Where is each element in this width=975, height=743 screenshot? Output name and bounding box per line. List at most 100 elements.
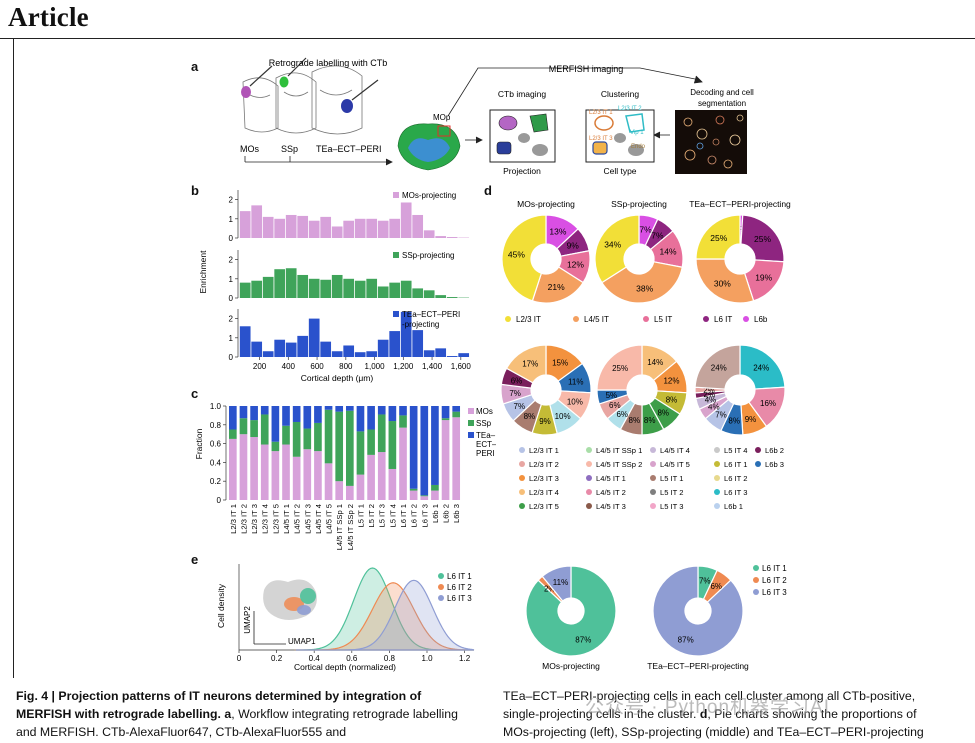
region-label-ssp: SSp xyxy=(281,144,298,154)
c-bar-segment xyxy=(431,490,439,500)
panel-label-b: b xyxy=(191,183,199,198)
panel-b-plots: 0 1 2 MOs-projecting 0 1 2 SSp-projecting 0 1 2 TEa… xyxy=(229,190,471,371)
pie-label: 2% xyxy=(544,584,556,593)
c-bar-segment xyxy=(399,415,407,428)
d-bottom-legend-label: L4/5 IT SSp 2 xyxy=(596,460,642,469)
caption-right-line2b: , Pie charts showing the proportions of xyxy=(707,707,917,721)
b-bar xyxy=(297,274,309,298)
pie-slice xyxy=(695,258,755,304)
d-bottom-legend-dot xyxy=(714,447,720,453)
decoding-label: Decoding and cell xyxy=(690,88,754,97)
d-pie-title: MOs-projecting xyxy=(517,199,575,209)
d-bottom-legend-dot xyxy=(755,461,761,467)
watermark: 公众号 · Python机器学习AI xyxy=(585,697,830,718)
c-bar-segment xyxy=(324,406,333,410)
clustering-label: Clustering xyxy=(601,89,640,99)
b-ytick-label: 1 xyxy=(229,215,234,224)
d-bottom-legend-label: L2/3 IT 5 xyxy=(529,502,559,511)
d-bottom-legend-label: L6 IT 2 xyxy=(724,474,748,483)
c-bar-segment xyxy=(399,406,407,416)
mos-injection-site xyxy=(241,86,251,98)
pie-label: 14% xyxy=(647,358,663,367)
b-bar xyxy=(320,341,332,357)
c-bar-segment xyxy=(409,488,418,491)
panel-c-ylabel: Fraction xyxy=(196,428,204,459)
ssp-injection-site xyxy=(279,76,289,88)
mop-label: MOp xyxy=(433,113,451,122)
pie-label: 8% xyxy=(728,416,740,425)
d-bottom-legend-label: L6 IT 1 xyxy=(724,460,748,469)
d-legend-label: L4/5 IT xyxy=(584,315,609,324)
c-xtick-label: L6b 3 xyxy=(452,504,461,523)
d-bottom-legend-label: L5 IT 2 xyxy=(660,488,684,497)
b-bar xyxy=(412,330,424,357)
b-xtick-label: 1,000 xyxy=(365,362,386,371)
pie-slice xyxy=(596,344,643,391)
c-bar-segment xyxy=(271,406,280,442)
pie-label: 8% xyxy=(629,416,641,425)
e-xtick-label: 0 xyxy=(237,654,242,663)
c-xtick-label: L6b 2 xyxy=(442,504,451,523)
e-xtick-label: 1.0 xyxy=(421,654,433,663)
b-ytick-label: 0 xyxy=(229,234,234,243)
cell-type-label: Cell type xyxy=(603,166,636,176)
c-bar-segment xyxy=(399,427,407,500)
e2-legend-label: L6 IT 3 xyxy=(762,588,787,597)
d-bottom-legend-label: L5 IT 4 xyxy=(724,446,748,455)
cluster-tag-3: L2/3 IT 3 xyxy=(589,136,613,142)
c-bar-segment xyxy=(314,422,322,452)
pie-label: 6% xyxy=(616,410,628,419)
b-bar xyxy=(423,350,435,357)
c-bar-segment xyxy=(282,444,290,500)
b-ytick-label: 1 xyxy=(229,275,234,284)
e-legend-label: L6 IT 1 xyxy=(447,572,472,581)
b-bar xyxy=(354,352,366,357)
pie-slice xyxy=(541,565,572,602)
c-xtick-label: L4/5 IT 3 xyxy=(303,504,312,534)
ctb-imaging-label: CTb imaging xyxy=(498,89,546,99)
d-bottom-legend-label: L2/3 IT 4 xyxy=(529,488,559,497)
c-xtick-label: L5 IT 3 xyxy=(378,504,387,528)
b-bar xyxy=(389,218,401,238)
header-rule xyxy=(0,38,975,39)
panel-e-pie-legend: L6 IT 1 L6 IT 2 L6 IT 3 xyxy=(753,564,787,597)
c-xtick-label: L4/5 IT SSp 1 xyxy=(335,504,344,550)
b-bar xyxy=(400,280,412,298)
segmentation-image xyxy=(675,110,747,174)
d-legend-dot xyxy=(505,316,511,322)
d-bottom-legend-label: L6 IT 3 xyxy=(724,488,748,497)
pie-label: 7% xyxy=(699,577,711,586)
c-xtick-label: L5 IT 1 xyxy=(356,504,365,528)
c-ytick-label: 0.6 xyxy=(210,440,222,449)
d-bottom-legend-label: L6b 3 xyxy=(765,460,784,469)
b-bar xyxy=(274,269,286,298)
pie-label: 6% xyxy=(710,582,722,591)
b-bar xyxy=(435,295,447,298)
caption-left: Fig. 4 | Projection patterns of IT neuro… xyxy=(16,687,476,741)
c-bar-segment xyxy=(250,437,258,500)
d-bottom-legend-dot xyxy=(714,475,720,481)
c-bar-segment xyxy=(420,406,429,496)
brain-section-3 xyxy=(311,65,363,135)
c-bar-segment xyxy=(229,406,237,430)
b-xtick-label: 1,200 xyxy=(393,362,414,371)
b-legend-swatch xyxy=(393,311,399,317)
c-bar-segment xyxy=(367,454,375,500)
b-xtick-label: 200 xyxy=(253,362,267,371)
c-bar-segment xyxy=(239,434,248,500)
c-bar-segment xyxy=(335,411,344,482)
pie-slice xyxy=(740,214,785,263)
d-bottom-legend-dot xyxy=(519,475,525,481)
b-bar xyxy=(251,205,263,238)
d-bottom-legend-dot xyxy=(755,447,761,453)
e-legend-label: L6 IT 2 xyxy=(447,583,472,592)
panel-e-xlabel: Cortical depth (normalized) xyxy=(294,662,396,672)
c-bar-segment xyxy=(303,406,312,429)
c-bar-segment xyxy=(324,409,333,464)
pie-label: 7% xyxy=(651,230,664,240)
b-bar xyxy=(297,335,309,357)
d-bottom-legend-dot xyxy=(650,447,656,453)
pie-label: 87% xyxy=(678,635,694,644)
c-bar-segment xyxy=(239,418,248,435)
